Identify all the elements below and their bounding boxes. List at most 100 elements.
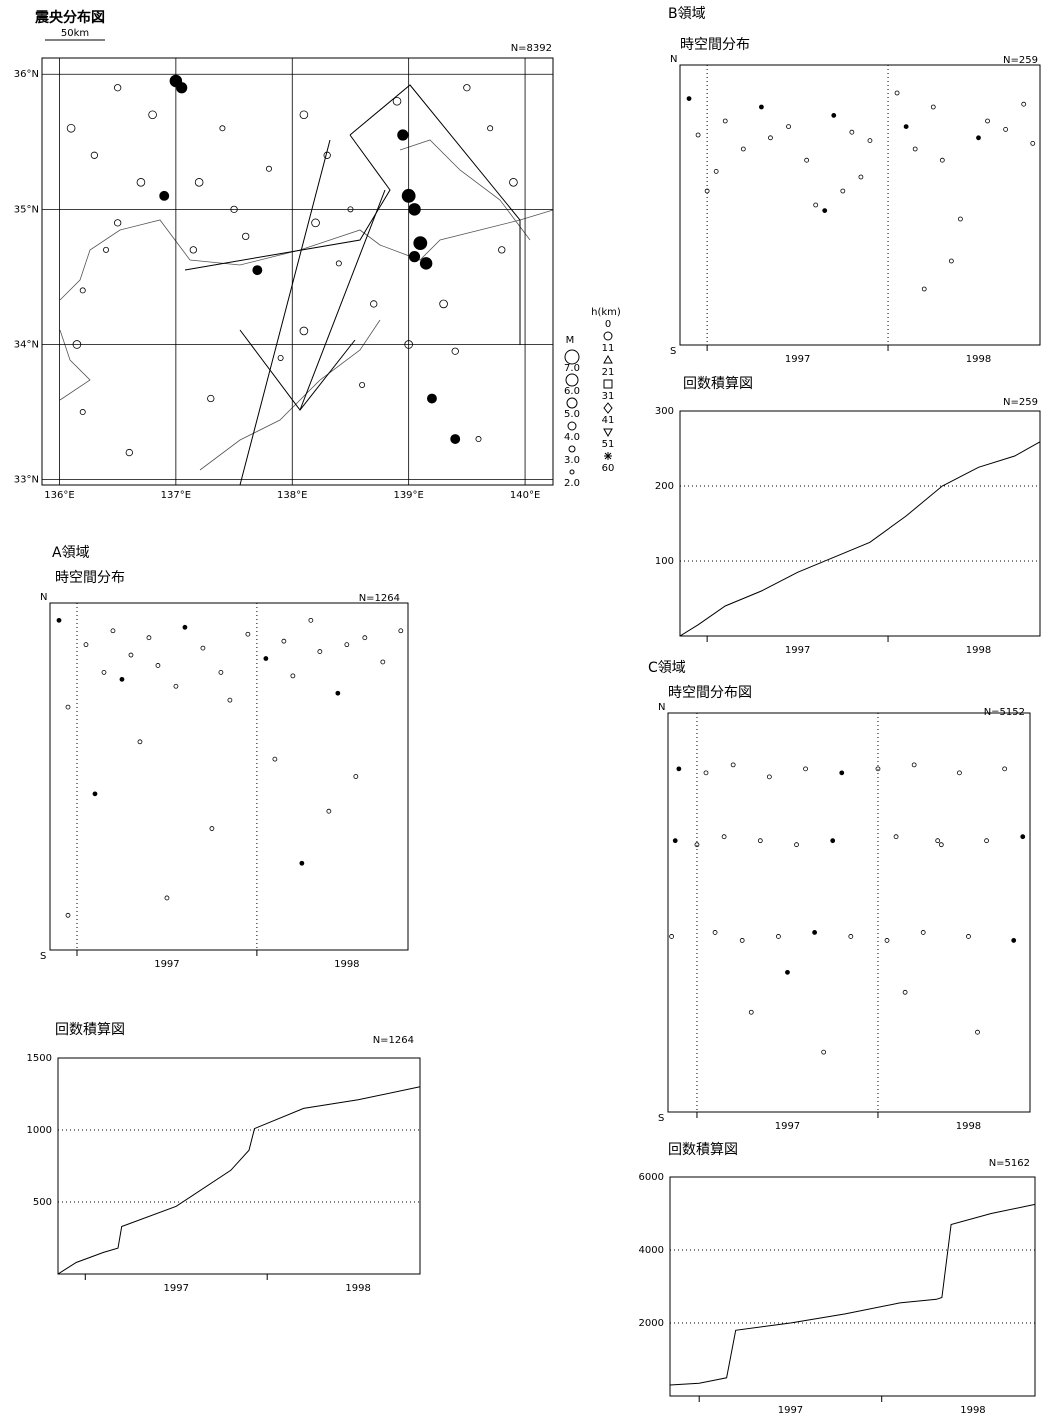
legend-label: 3.0 (564, 455, 580, 466)
event (56, 617, 62, 623)
event (821, 1049, 827, 1055)
chart-title: B領域 (668, 5, 706, 22)
event (776, 934, 781, 939)
event (695, 132, 701, 138)
epicenter (90, 151, 99, 159)
event (840, 188, 846, 194)
event (182, 624, 188, 630)
x-tick-label: 1998 (960, 1405, 985, 1416)
event (209, 826, 215, 831)
legend-label: 7.0 (564, 363, 580, 374)
chart-subtitle: 時空間分布図 (668, 685, 752, 701)
count-label: N=1264 (373, 1035, 414, 1046)
count-label: N=259 (1003, 55, 1038, 66)
event (839, 770, 845, 776)
epicenter (487, 125, 494, 132)
epicenter (311, 218, 320, 228)
event (939, 157, 945, 163)
event (938, 842, 944, 848)
legend-symbol (603, 428, 613, 438)
event (794, 842, 799, 848)
y-tick-label: 6000 (639, 1172, 664, 1183)
event (893, 834, 899, 840)
event (858, 174, 864, 180)
epicenter (66, 123, 76, 133)
event (353, 774, 359, 779)
event (65, 704, 71, 710)
epicenter (397, 129, 409, 141)
event (902, 989, 908, 995)
epicenter (392, 96, 402, 106)
south-label: S (658, 1113, 664, 1124)
epicenter (323, 151, 331, 159)
epicenter (359, 382, 366, 389)
south-label: S (40, 951, 46, 962)
event (245, 631, 251, 637)
event (935, 838, 941, 844)
epicenter (426, 393, 437, 404)
plot-frame (667, 712, 1031, 1113)
legend-symbol (604, 452, 612, 460)
event (101, 670, 107, 675)
event (155, 663, 161, 668)
plot-frame (669, 1176, 1036, 1397)
legend-symbol (603, 354, 613, 364)
event (137, 739, 143, 745)
event (975, 1029, 980, 1035)
epicenter (277, 354, 284, 361)
epicenter (79, 287, 86, 294)
map-regions (184, 84, 521, 486)
legend-label: 4.0 (564, 432, 580, 443)
legend-symbol (603, 331, 613, 341)
epicenter (136, 178, 146, 187)
plot-frame (57, 1057, 421, 1275)
y-tick-label: 1000 (27, 1125, 52, 1136)
map-coastlines (59, 139, 554, 471)
epicenter (408, 203, 421, 216)
chart-subtitle: 時空間分布 (680, 37, 750, 53)
legend-symbol (603, 402, 613, 414)
event (299, 860, 305, 866)
event (831, 113, 837, 118)
cumulative-line (669, 1203, 1036, 1386)
cumulative-line (679, 441, 1041, 637)
y-tick-label: 2000 (639, 1318, 664, 1329)
epicenter (194, 178, 204, 187)
legend-label: 51 (602, 439, 615, 450)
x-tick-label: 1998 (956, 1121, 981, 1132)
chart-title: 回数積算図 (683, 376, 753, 392)
event (1003, 126, 1009, 132)
epicenter (114, 219, 122, 227)
x-tick-label: 1997 (154, 959, 179, 970)
event (128, 652, 134, 658)
epicenter (509, 178, 518, 187)
epicenter (498, 246, 506, 254)
epicenter (189, 246, 197, 254)
epicenter (475, 436, 482, 443)
event (759, 104, 764, 110)
event (65, 912, 71, 918)
epicenter (451, 347, 459, 355)
epicenter (242, 232, 250, 241)
legend-label: 0 (605, 319, 611, 330)
event (766, 774, 772, 780)
event (757, 838, 763, 844)
event (722, 118, 728, 124)
event (1020, 834, 1026, 840)
event (957, 770, 962, 776)
y-tick-label: 300 (655, 406, 674, 417)
event (686, 96, 692, 101)
event (173, 683, 179, 689)
x-tick-label: 1998 (334, 959, 359, 970)
plot-frame (49, 602, 409, 951)
event (721, 834, 727, 840)
chart-title: 回数積算図 (668, 1142, 738, 1158)
epicenter (439, 299, 448, 309)
event (976, 135, 981, 141)
legend-symbol (567, 421, 577, 431)
event (768, 135, 773, 141)
legend-symbol (565, 373, 579, 387)
x-tick-label: 139°E (393, 490, 423, 501)
legend-label: 31 (602, 391, 615, 402)
y-tick-label: 34°N (14, 339, 39, 350)
